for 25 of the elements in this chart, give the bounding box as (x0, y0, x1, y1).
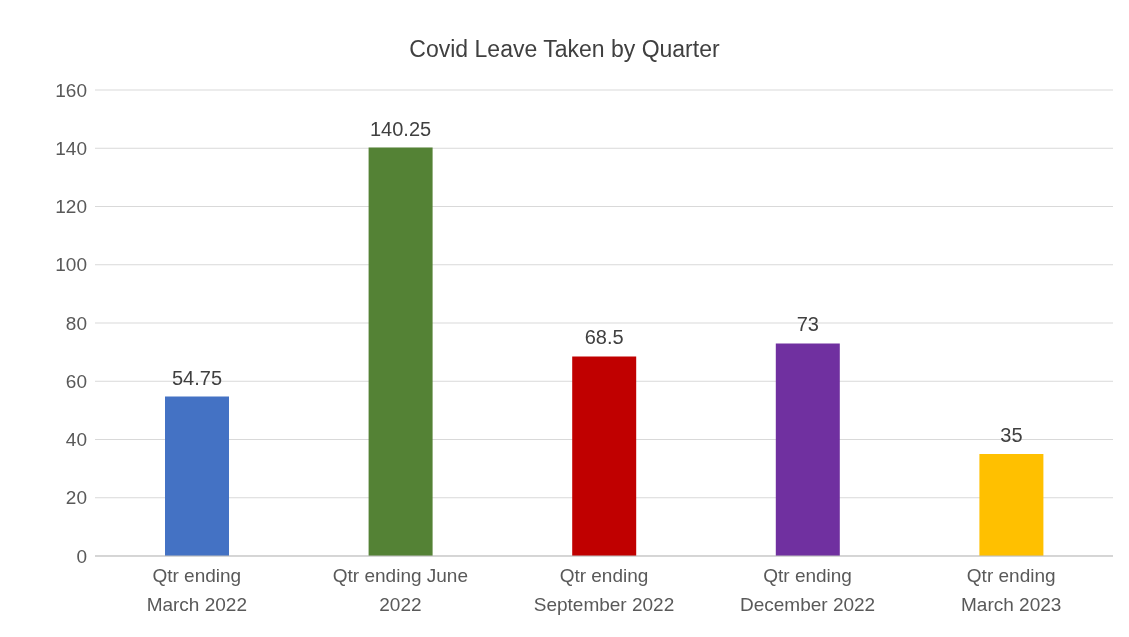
x-tick-label: Qtr ending June 2022 (332, 565, 468, 615)
x-tick-label: Qtr ending March 2022 (146, 565, 247, 615)
data-label: 54.75 (171, 366, 223, 389)
y-tick-label: 80 (65, 312, 87, 334)
x-tick-label: Qtr ending March 2023 (961, 565, 1062, 615)
x-tick-label: Qtr ending September 2022 (533, 565, 675, 615)
y-tick-label: 40 (65, 429, 87, 451)
bar (572, 356, 637, 556)
y-tick-label: 160 (55, 79, 87, 101)
data-label: 73 (796, 313, 819, 336)
bar (368, 147, 433, 556)
y-tick-label: 120 (55, 196, 87, 218)
data-label: 140.25 (370, 117, 432, 140)
chart-title: Covid Leave Taken by Quarter (408, 36, 721, 63)
x-tick-label: Qtr ending December 2022 (740, 565, 876, 615)
bar (165, 396, 229, 556)
bar (979, 454, 1044, 556)
y-tick-label: 60 (65, 370, 87, 392)
y-tick-label: 20 (65, 487, 87, 509)
y-tick-label: 100 (55, 254, 87, 276)
data-label: 35 (1000, 424, 1023, 447)
data-label: 68.5 (584, 326, 624, 349)
y-tick-label: 0 (76, 545, 87, 567)
bar (775, 343, 840, 556)
y-tick-label: 140 (55, 137, 87, 159)
